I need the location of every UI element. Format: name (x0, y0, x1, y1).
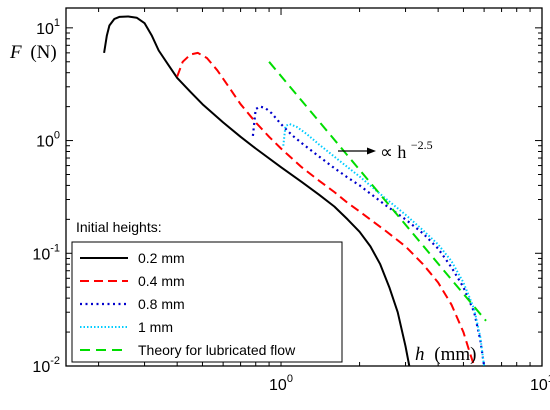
x-axis-label-unit: (mm) (434, 344, 476, 365)
series-line-5 (268, 61, 487, 322)
series-line-2 (176, 51, 476, 367)
legend-label-5: Theory for lubricated flow (138, 342, 296, 358)
legend: 0.2 mm 0.4 mm 0.8 mm 1 mm Theory for lubrica… (71, 241, 343, 363)
legend-label-2: 0.4 mm (138, 273, 185, 289)
annotation-text: ∝ h −2.5 (380, 138, 433, 162)
y-tick-label: 10-1 (32, 242, 60, 263)
legend-label-4: 1 mm (138, 319, 173, 335)
legend-title: Initial heights: (76, 219, 162, 235)
legend-box (71, 241, 343, 363)
annotation-main: ∝ h (380, 142, 406, 162)
plot-frame (65, 7, 543, 367)
series-line-1 (103, 15, 411, 367)
tick-labels: 100 101 10-2 10-1 100 101 (32, 17, 550, 394)
y-axis-label: F (N) (9, 42, 57, 63)
axis-ticks (66, 8, 543, 367)
x-axis-label: h (mm) (415, 344, 476, 365)
y-axis-label-unit: (N) (30, 42, 56, 63)
x-tick-label: 101 (530, 373, 550, 394)
legend-label-1: 0.2 mm (138, 250, 185, 266)
x-tick-label: 100 (269, 373, 293, 394)
power-law-annotation: ∝ h −2.5 (338, 138, 433, 162)
series-group (103, 15, 487, 367)
x-axis-label-var: h (415, 344, 425, 365)
series-line-4 (282, 123, 486, 367)
annotation-arrowhead (367, 147, 376, 155)
y-tick-label: 101 (36, 17, 60, 38)
annotation-exp: −2.5 (411, 138, 433, 152)
legend-label-3: 0.8 mm (138, 296, 185, 312)
y-tick-label: 10-2 (32, 355, 60, 376)
y-axis-label-var: F (9, 42, 22, 63)
y-tick-label: 100 (36, 130, 60, 151)
series-line-3 (251, 105, 486, 367)
